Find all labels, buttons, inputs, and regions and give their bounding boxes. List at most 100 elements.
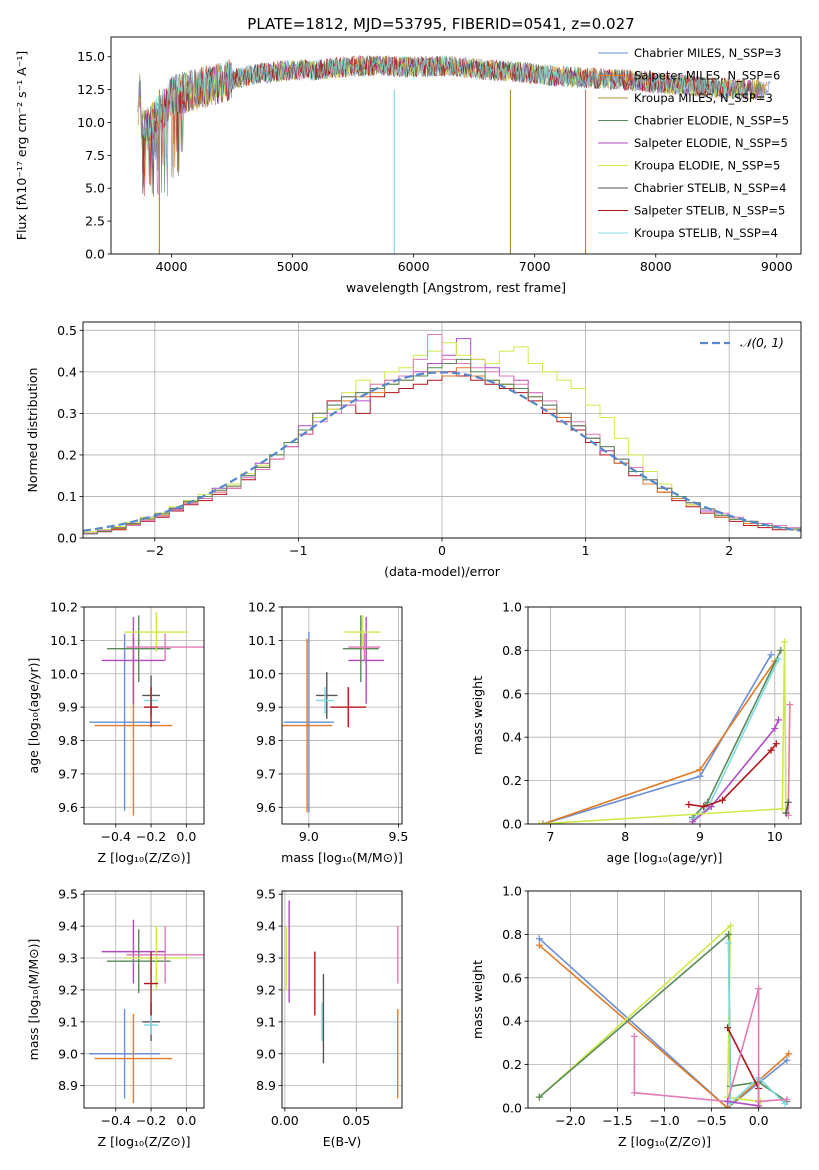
plus-marker [724,1024,732,1032]
errorbar-point [106,615,171,683]
y-tick-label: 9.8 [256,733,276,748]
y-tick-label: 1.0 [502,600,522,615]
plus-marker [781,1100,789,1108]
legend-entry: Kroupa MILES, N_SSP=3 [634,91,773,105]
errorbar-point [124,612,189,653]
errorbar-point [126,926,204,984]
y-tick-label: 12.5 [77,82,105,97]
errorbar-point [89,633,160,811]
legend-entry: Chabrier MILES, N_SSP=3 [634,46,781,60]
mass-weight-vs-age-panel: 7 8 9 10 0.0 0.2 0.4 0.6 0.8 1.0 age [log₁₀(age/yr… [470,600,802,865]
x-axis-label: (data-model)/error [384,564,501,579]
y-tick-label: 0.1 [57,489,77,504]
x-axis-label: age [log₁₀(age/yr)] [607,850,723,865]
x-tick-label: 7 [546,829,554,844]
x-axis-label: mass [log₁₀(M/M⊙)] [281,850,403,865]
plus-marker [771,725,779,733]
plot-area [83,334,801,535]
y-tick-label: 9.8 [58,733,78,748]
errorbar-point [144,687,159,728]
errorbar-point [316,687,334,714]
x-axis-label: E(B-V) [323,1134,362,1149]
plus-marker [781,638,789,646]
errorbar-point [144,951,159,1016]
y-tick-label: 9.5 [256,887,276,902]
plus-marker [783,1095,791,1103]
plot-background [282,607,402,824]
x-tick-label: 8 [621,829,629,844]
y-tick-label: 0.0 [57,531,77,546]
y-tick-label: 9.0 [256,1046,276,1061]
x-tick-label: 5000 [277,259,309,274]
y-tick-label: 15.0 [77,49,105,64]
y-tick-label: 9.0 [58,1046,78,1061]
y-tick-label: 0.4 [502,1014,522,1029]
x-tick-label: 6000 [398,259,430,274]
y-tick-label: 0.2 [502,1057,522,1072]
plot-background [282,891,402,1108]
plus-marker [785,1050,793,1058]
errorbar-point [89,1009,160,1099]
y-axis-label: Flux [fλ10⁻¹⁷ erg cm⁻² s⁻¹ A⁻¹] [14,51,29,240]
errorbar-point [144,1015,159,1035]
y-tick-label: 0.3 [57,406,77,421]
figure-title: PLATE=1812, MJD=53795, FIBERID=0541, z=0… [247,15,634,33]
plus-marker [725,939,733,947]
errorbar-point [316,672,338,719]
y-tick-label: 9.7 [256,766,276,781]
errorbar-point [342,615,379,683]
plus-marker [767,746,775,754]
plot-frame [281,606,403,825]
x-tick-label: −0.2 [136,1113,166,1128]
y-tick-label: 7.5 [85,148,105,163]
x-tick-label: 0.0 [749,1113,769,1128]
spectrum-legend: Chabrier MILES, N_SSP=3 Salpeter MILES, N… [598,46,789,240]
x-tick-label: −1.0 [649,1113,679,1128]
plus-marker [784,798,792,806]
residual-histogram-panel: −2 −1 0 1 2 0.0 0.1 0.2 0.3 0.4 0.5 (data-model)/er… [25,321,802,579]
age-vs-mass-panel: 9.0 9.5 9.6 9.7 9.8 9.9 10.0 10.1 10.2 mass [log₁… [248,600,408,866]
plot-area [282,615,385,813]
plus-marker [535,1093,543,1101]
plus-marker [786,701,794,709]
plus-marker [685,800,693,808]
plot-frame [110,36,802,255]
plot-area [137,54,771,254]
y-tick-label: 0.4 [502,730,522,745]
y-tick-label: 10.2 [248,600,276,615]
y-tick-label: 0.8 [502,927,522,942]
y-tick-label: 0.6 [502,686,522,701]
x-tick-label: 2 [725,543,733,558]
errorbar-point [106,929,171,994]
plus-marker [539,820,547,824]
mass-weight-vs-metallicity-panel: −2.0 −1.5 −1.0 −0.5 0.0 0.0 0.2 0.4 0.6 0.8 1.0 Z [… [470,884,802,1149]
errorbar-point [282,638,333,813]
y-axis-label: mass weight [470,676,485,755]
mass-weight-series-line [633,988,787,1103]
y-tick-label: 9.9 [256,700,276,715]
y-tick-label: 10.1 [50,633,78,648]
y-tick-label: 9.3 [256,951,276,966]
x-tick-label: −2 [146,543,164,558]
plus-marker [778,805,786,813]
legend-entry: Chabrier ELODIE, N_SSP=5 [634,114,789,128]
mass-vs-extinction-panel: 0.00 0.05 8.9 9.0 9.1 9.2 9.3 9.4 9.5 E(B-V) [256,887,403,1149]
x-axis-label: Z [log₁₀(Z/Z⊙)] [98,1134,191,1149]
plot-frame [82,321,802,539]
plus-marker [696,772,704,780]
y-tick-label: 9.6 [58,800,78,815]
y-tick-label: 9.7 [58,766,78,781]
y-tick-label: 9.4 [58,919,78,934]
x-tick-label: −1.5 [602,1113,632,1128]
spectrum-panel: 4000 5000 6000 7000 8000 9000 0.0 2.5 5.0 7.5 10.0… [14,36,802,295]
plus-marker [718,796,726,804]
plus-marker [783,1056,791,1064]
plot-background [528,607,801,824]
legend-entry: Kroupa ELODIE, N_SSP=5 [634,159,780,173]
normal-reference-curve [83,371,801,532]
plus-marker [767,651,775,659]
spectrum-series-line [143,55,747,167]
x-tick-label: 7000 [519,259,551,274]
plot-frame [83,606,205,825]
